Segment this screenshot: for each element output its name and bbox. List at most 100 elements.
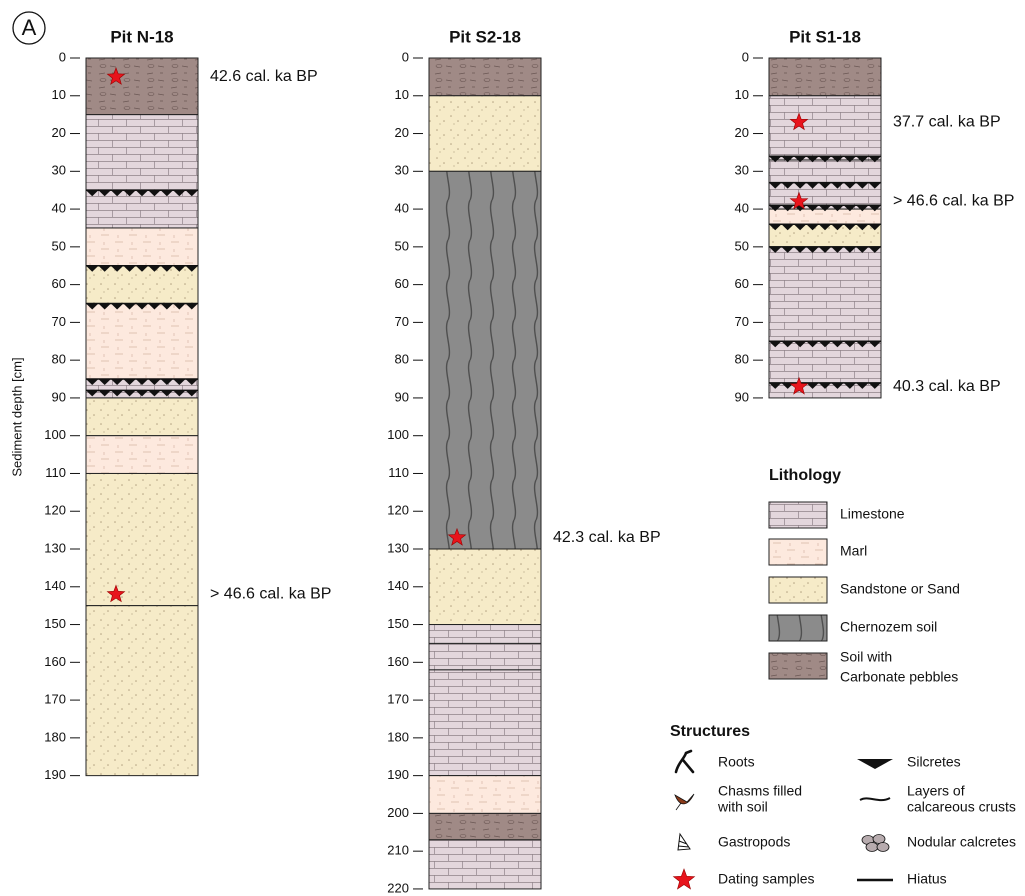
depth-tick-label: 180 <box>387 729 409 744</box>
silcrete-symbol <box>857 759 893 769</box>
depth-tick-label: 20 <box>735 125 749 140</box>
depth-tick-label: 0 <box>402 49 409 64</box>
pit-title: Pit N-18 <box>110 27 173 46</box>
depth-tick-label: 90 <box>735 389 749 404</box>
depth-tick-label: 70 <box>735 314 749 329</box>
depth-tick-label: 100 <box>387 427 409 442</box>
depth-tick-label: 80 <box>395 352 409 367</box>
depth-tick-label: 160 <box>44 654 66 669</box>
layer <box>86 304 198 380</box>
depth-tick-label: 40 <box>52 201 66 216</box>
depth-tick-label: 10 <box>735 87 749 102</box>
depth-tick-label: 130 <box>44 540 66 555</box>
legend-title: Lithology <box>769 467 841 484</box>
layer <box>429 96 541 172</box>
layer <box>429 813 541 839</box>
layer <box>429 840 541 889</box>
chasm-symbol <box>675 794 694 804</box>
depth-tick-label: 140 <box>387 578 409 593</box>
depth-tick-label: 80 <box>52 352 66 367</box>
legend-label: calcareous crusts <box>907 799 1016 815</box>
layer <box>769 341 881 398</box>
depth-tick-label: 30 <box>735 163 749 178</box>
layer <box>769 247 881 341</box>
depth-tick-label: 10 <box>395 87 409 102</box>
date-label: 37.7 cal. ka BP <box>893 113 1001 130</box>
date-label: > 46.6 cal. ka BP <box>210 586 331 603</box>
layer <box>86 228 198 266</box>
legend-swatch <box>769 653 827 679</box>
depth-tick-label: 210 <box>387 843 409 858</box>
gastropod-symbol <box>678 834 690 850</box>
legend-label: Hiatus <box>907 871 947 887</box>
layer <box>429 625 541 644</box>
depth-tick-label: 0 <box>742 49 749 64</box>
pit-title: Pit S2-18 <box>449 27 521 46</box>
legend-label: Marl <box>840 543 867 559</box>
depth-tick-label: 80 <box>735 352 749 367</box>
layer <box>769 160 881 183</box>
depth-tick-label: 30 <box>52 163 66 178</box>
depth-tick-label: 120 <box>387 503 409 518</box>
layer <box>429 670 541 776</box>
depth-tick-label: 190 <box>44 767 66 782</box>
panel-label: A <box>22 15 37 40</box>
nodule-symbol <box>877 843 889 852</box>
legend-label: Soil with <box>840 649 892 665</box>
layer <box>86 58 198 115</box>
pit-title: Pit S1-18 <box>789 27 861 46</box>
depth-tick-label: 90 <box>52 389 66 404</box>
depth-tick-label: 170 <box>387 692 409 707</box>
depth-tick-label: 30 <box>395 163 409 178</box>
layer <box>86 115 198 191</box>
depth-tick-label: 200 <box>387 805 409 820</box>
depth-tick-label: 70 <box>395 314 409 329</box>
legend-label: Sandstone or Sand <box>840 581 960 597</box>
chasm-symbol <box>676 803 681 810</box>
legend-label: Carbonate pebbles <box>840 669 958 685</box>
legend-label: with soil <box>717 799 768 815</box>
legend-label: Roots <box>718 754 755 770</box>
legend-title: Structures <box>670 723 750 740</box>
legend-label: Silcretes <box>907 754 961 770</box>
legend-swatch <box>769 577 827 603</box>
layer <box>86 398 198 436</box>
depth-tick-label: 70 <box>52 314 66 329</box>
depth-tick-label: 110 <box>388 465 409 480</box>
depth-tick-label: 50 <box>735 238 749 253</box>
depth-tick-label: 20 <box>395 125 409 140</box>
y-axis-label: Sediment depth [cm] <box>9 357 24 476</box>
legend-label: Nodular calcretes <box>907 834 1016 850</box>
depth-tick-label: 150 <box>44 616 66 631</box>
layer <box>429 776 541 814</box>
layer <box>769 58 881 96</box>
depth-tick-label: 90 <box>395 389 409 404</box>
crust-symbol <box>860 798 890 800</box>
roots-symbol <box>676 751 693 772</box>
depth-tick-label: 110 <box>45 465 66 480</box>
layer <box>769 96 881 160</box>
depth-tick-label: 40 <box>395 201 409 216</box>
depth-tick-label: 60 <box>735 276 749 291</box>
depth-tick-label: 180 <box>44 729 66 744</box>
star-symbol <box>674 869 695 889</box>
layer <box>429 171 541 549</box>
depth-tick-label: 10 <box>52 87 66 102</box>
date-label: 40.3 cal. ka BP <box>893 378 1001 395</box>
stratigraphy-figure: A Sediment depth [cm] Pit N-18 0 10 20 30 40 5… <box>0 0 1025 896</box>
layer <box>429 58 541 96</box>
depth-tick-label: 160 <box>387 654 409 669</box>
depth-tick-label: 50 <box>395 238 409 253</box>
legend-label: Gastropods <box>718 834 790 850</box>
nodule-symbol <box>866 843 878 852</box>
legend-swatch <box>769 502 827 528</box>
depth-tick-label: 140 <box>44 578 66 593</box>
date-label: > 46.6 cal. ka BP <box>893 193 1014 210</box>
depth-tick-label: 20 <box>52 125 66 140</box>
date-label: 42.6 cal. ka BP <box>210 68 318 85</box>
depth-tick-label: 150 <box>387 616 409 631</box>
depth-tick-label: 40 <box>735 201 749 216</box>
legend-label: Dating samples <box>718 871 815 887</box>
layer <box>86 473 198 605</box>
depth-tick-label: 60 <box>52 276 66 291</box>
